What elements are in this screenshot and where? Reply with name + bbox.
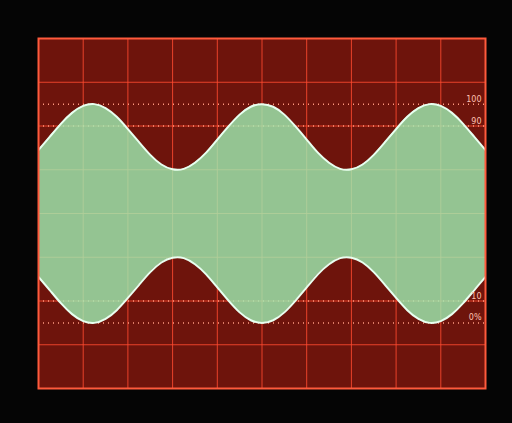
svg-text:100: 100	[466, 95, 481, 104]
svg-text:90: 90	[471, 117, 481, 126]
svg-text:0%: 0%	[469, 313, 482, 322]
svg-text:10: 10	[471, 292, 481, 301]
